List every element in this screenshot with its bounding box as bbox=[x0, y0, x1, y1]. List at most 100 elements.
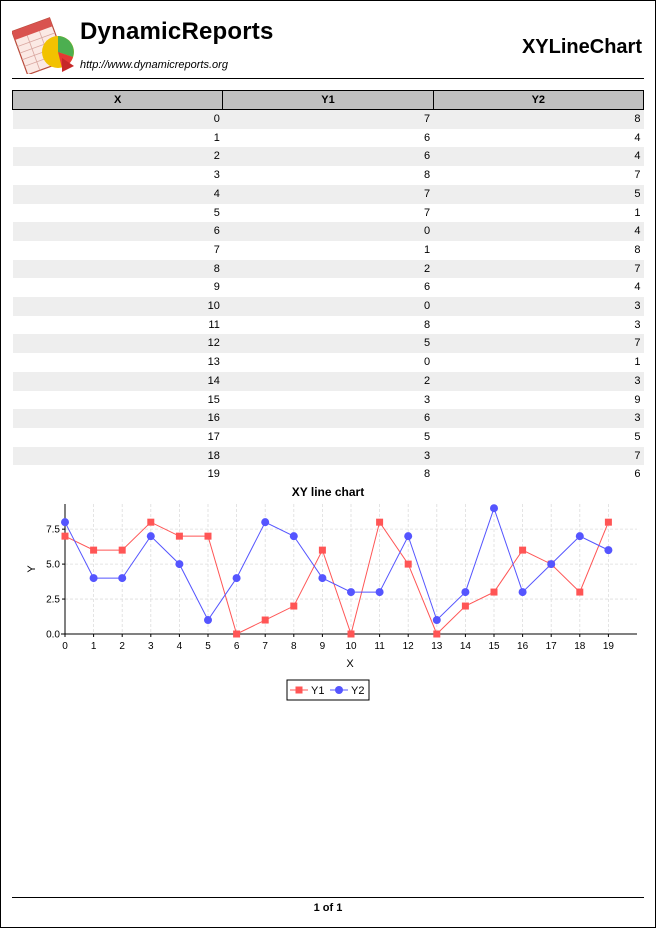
cell-x: 4 bbox=[12, 184, 223, 204]
cell-y1: 5 bbox=[222, 334, 434, 354]
table-row: 13 0 1 bbox=[13, 353, 644, 372]
x-tick-label: 6 bbox=[234, 641, 240, 652]
y-tick-label: 2.5 bbox=[46, 595, 60, 606]
cell-y2: 7 bbox=[433, 446, 644, 466]
table-row: 19 8 6 bbox=[13, 465, 644, 484]
data-point-y1 bbox=[290, 602, 298, 610]
data-point-y1 bbox=[118, 546, 126, 554]
x-tick-label: 8 bbox=[291, 641, 297, 652]
cell-y2: 3 bbox=[433, 371, 644, 391]
cell-y1: 8 bbox=[424, 468, 431, 481]
x-tick-label: 19 bbox=[603, 641, 615, 652]
data-point-y1 bbox=[519, 546, 527, 554]
cell-y1: 7 bbox=[424, 206, 431, 219]
cell-x: 6 bbox=[12, 222, 223, 241]
chart-series bbox=[61, 504, 613, 638]
x-tick-label: 2 bbox=[119, 641, 125, 652]
data-point-y2 bbox=[432, 616, 441, 625]
x-tick-label: 18 bbox=[574, 641, 586, 652]
chart-legend: Y1 Y2 bbox=[286, 679, 370, 701]
cell-y2: 4 bbox=[433, 147, 644, 167]
data-point-y2 bbox=[547, 560, 556, 569]
cell-y1: 5 bbox=[424, 430, 431, 443]
data-point-y1 bbox=[347, 630, 355, 638]
data-point-y2 bbox=[575, 532, 584, 541]
x-tick-label: 1 bbox=[91, 641, 97, 652]
cell-y2: 6 bbox=[634, 468, 641, 481]
brand-url[interactable]: http://www.dynamicreports.org bbox=[80, 59, 228, 71]
data-point-y2 bbox=[89, 574, 98, 583]
cell-y2: 4 bbox=[634, 131, 641, 144]
cell-x: 1 bbox=[213, 131, 220, 144]
series-line-y1 bbox=[64, 520, 609, 636]
y-tick-label: 0.0 bbox=[46, 630, 60, 641]
cell-y1: 1 bbox=[424, 243, 431, 256]
cell-x: 2 bbox=[12, 147, 223, 167]
cell-y1: 0 bbox=[222, 297, 434, 316]
y-axis-label: Y bbox=[26, 565, 38, 573]
data-point-y1 bbox=[261, 616, 269, 624]
data-point-y1 bbox=[90, 546, 98, 554]
cell-x: 12 bbox=[12, 334, 223, 354]
cell-y1: 3 bbox=[222, 446, 434, 466]
table-row: 3 8 7 bbox=[13, 166, 644, 185]
data-point-y1 bbox=[147, 518, 155, 526]
dynamicreports-logo bbox=[12, 17, 74, 74]
x-tick-label: 7 bbox=[262, 641, 268, 652]
cell-x: 14 bbox=[12, 371, 223, 391]
data-point-y2 bbox=[175, 560, 184, 569]
cell-x: 5 bbox=[213, 206, 220, 219]
cell-y2: 4 bbox=[634, 281, 641, 294]
data-point-y1 bbox=[233, 630, 241, 638]
cell-y2: 1 bbox=[634, 206, 641, 219]
cell-y1: 0 bbox=[424, 356, 431, 369]
cell-x: 7 bbox=[213, 243, 220, 256]
brand-title: DynamicReports bbox=[80, 18, 274, 45]
table-row: 15 3 9 bbox=[13, 391, 644, 410]
column-header-y2: Y2 bbox=[432, 90, 645, 110]
x-tick-label: 17 bbox=[546, 641, 558, 652]
cell-y2: 7 bbox=[433, 334, 644, 354]
cell-y2: 8 bbox=[634, 243, 641, 256]
data-point-y1 bbox=[204, 532, 212, 540]
table-header-row: X Y1 Y2 bbox=[11, 90, 645, 110]
cell-y2: 9 bbox=[634, 393, 641, 406]
chart-grid bbox=[65, 504, 637, 634]
cell-x: 18 bbox=[12, 446, 223, 466]
legend-label-y2: Y2 bbox=[351, 685, 364, 697]
series-line-y2 bbox=[64, 506, 609, 621]
y-tick-label: 7.5 bbox=[46, 525, 60, 536]
cell-y1: 2 bbox=[222, 371, 434, 391]
table-row: 5 7 1 bbox=[13, 204, 644, 223]
data-point-y2 bbox=[261, 518, 270, 527]
data-point-y1 bbox=[175, 532, 183, 540]
table-row: 10 0 3 bbox=[12, 297, 644, 316]
data-point-y2 bbox=[404, 532, 413, 541]
x-tick-label: 3 bbox=[148, 641, 154, 652]
page-number: 1 of 1 bbox=[313, 902, 343, 914]
cell-y1: 6 bbox=[424, 131, 431, 144]
data-point-y1 bbox=[604, 518, 612, 526]
data-point-y2 bbox=[490, 504, 498, 513]
table-row: 7 1 8 bbox=[13, 241, 644, 260]
x-tick-label: 15 bbox=[488, 641, 500, 652]
footer-divider bbox=[12, 897, 644, 898]
data-point-y1 bbox=[61, 532, 69, 540]
data-point-y2 bbox=[518, 588, 527, 597]
x-tick-label: 10 bbox=[345, 641, 357, 652]
column-header-y1: Y1 bbox=[222, 90, 434, 110]
cell-x: 19 bbox=[207, 468, 220, 481]
cell-x: 9 bbox=[213, 281, 220, 294]
x-tick-label: 11 bbox=[374, 641, 385, 652]
cell-y1: 7 bbox=[222, 184, 434, 204]
data-point-y2 bbox=[347, 588, 355, 597]
legend-label-y1: Y1 bbox=[311, 685, 324, 697]
cell-y2: 5 bbox=[433, 184, 644, 204]
data-point-y2 bbox=[204, 616, 212, 625]
table-row: 1 6 4 bbox=[13, 129, 644, 148]
data-point-y1 bbox=[490, 588, 498, 596]
cell-y1: 8 bbox=[424, 318, 431, 331]
